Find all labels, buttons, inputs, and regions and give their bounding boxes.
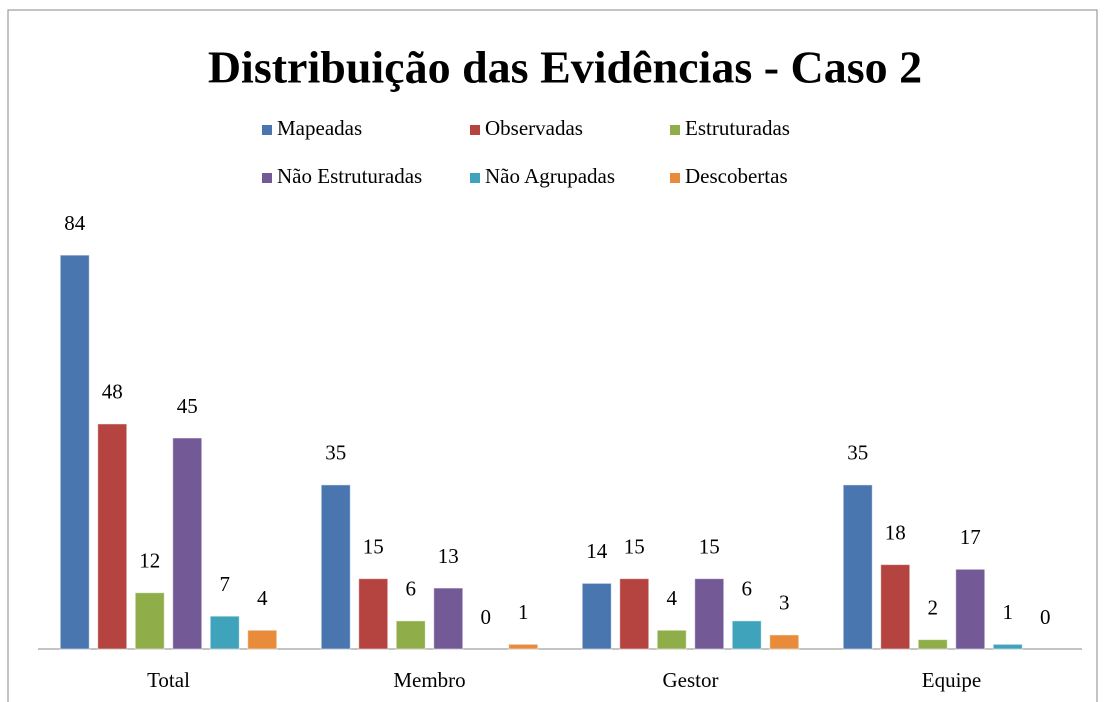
data-label: 14 xyxy=(586,539,608,563)
data-label: 6 xyxy=(406,577,417,601)
bar xyxy=(581,582,612,650)
bar xyxy=(694,578,725,650)
data-label: 17 xyxy=(960,525,981,549)
data-label: 18 xyxy=(885,520,906,544)
bar xyxy=(134,592,165,650)
data-label: 1 xyxy=(1003,600,1014,624)
data-label: 4 xyxy=(667,586,678,610)
bar xyxy=(97,423,128,650)
data-label: 48 xyxy=(102,380,123,404)
x-tick-label: Total xyxy=(147,668,190,692)
chart-title: Distribuição das Evidências - Caso 2 xyxy=(208,42,922,93)
bar xyxy=(955,568,986,650)
legend-label: Mapeadas xyxy=(277,116,362,140)
data-label: 15 xyxy=(624,534,645,558)
data-label: 1 xyxy=(518,600,529,624)
bar xyxy=(917,639,948,650)
bar xyxy=(992,643,1023,650)
legend-label: Não Agrupadas xyxy=(485,164,615,188)
bar xyxy=(508,643,539,650)
bar xyxy=(656,629,687,650)
data-label: 35 xyxy=(325,441,346,465)
legend-swatch xyxy=(262,125,272,135)
data-label: 3 xyxy=(779,591,790,615)
data-label: 0 xyxy=(1040,605,1051,629)
legend-label: Não Estruturadas xyxy=(277,164,422,188)
bar xyxy=(433,587,464,650)
bar xyxy=(769,634,800,650)
bar xyxy=(358,578,389,650)
data-label: 45 xyxy=(177,394,198,418)
x-tick-label: Membro xyxy=(393,668,465,692)
legend-swatch xyxy=(262,173,272,183)
data-label: 15 xyxy=(363,534,384,558)
bar xyxy=(209,615,240,650)
bar xyxy=(320,484,351,650)
legend-label: Estruturadas xyxy=(685,116,790,140)
legend-label: Descobertas xyxy=(685,164,788,188)
legend-label: Observadas xyxy=(485,116,583,140)
bar xyxy=(247,629,278,650)
data-label: 0 xyxy=(481,605,492,629)
bar xyxy=(619,578,650,650)
bar xyxy=(59,254,90,650)
data-label: 15 xyxy=(699,534,720,558)
legend-swatch xyxy=(670,125,680,135)
data-label: 2 xyxy=(928,595,939,619)
data-label: 13 xyxy=(438,544,459,568)
legend-swatch xyxy=(470,125,480,135)
bar xyxy=(880,564,911,650)
bar xyxy=(842,484,873,650)
data-label: 4 xyxy=(257,586,268,610)
legend-swatch xyxy=(670,173,680,183)
data-label: 6 xyxy=(742,577,753,601)
data-label: 12 xyxy=(139,549,160,573)
x-tick-label: Equipe xyxy=(922,668,981,692)
chart-frame xyxy=(7,9,1098,702)
x-tick-label: Gestor xyxy=(663,668,719,692)
bar xyxy=(172,437,203,650)
data-label: 84 xyxy=(64,211,86,235)
data-label: 7 xyxy=(220,572,231,596)
bar xyxy=(731,620,762,650)
data-label: 35 xyxy=(847,441,868,465)
legend-swatch xyxy=(470,173,480,183)
bar xyxy=(395,620,426,650)
